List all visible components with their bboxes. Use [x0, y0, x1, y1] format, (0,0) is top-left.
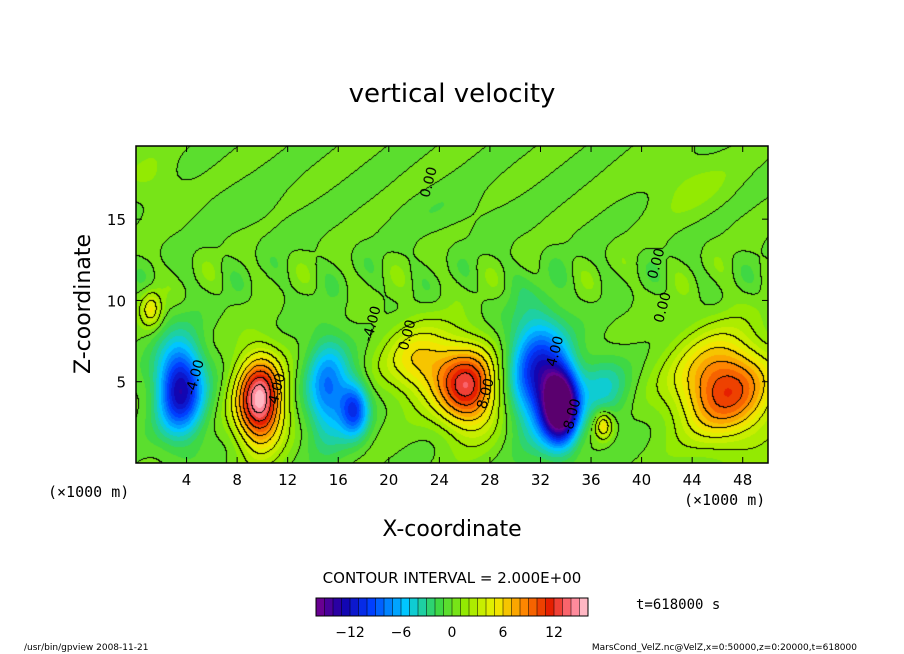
y-axis: 5 10 15	[107, 211, 768, 392]
colorbar-cell	[435, 598, 444, 616]
colorbar-cell	[562, 598, 572, 616]
heatmap-field	[136, 146, 768, 463]
contour-label: 0.00	[417, 165, 441, 199]
x-tick-label: 24	[430, 471, 449, 489]
colorbar-cell	[316, 598, 325, 616]
y-tick-label: 5	[116, 374, 126, 392]
colorbar-cell	[528, 598, 538, 616]
colorbar-cell	[477, 598, 487, 616]
contour-label: 8.00	[474, 377, 498, 411]
contour-label: 4.00	[266, 372, 290, 406]
colorbar-tick-label: −12	[335, 625, 365, 641]
colorbar-cell	[469, 598, 478, 616]
x-tick-label: 20	[379, 471, 398, 489]
x-axis-label: X-coordinate	[382, 517, 521, 542]
plot-area: 0.00-4.00 4.00-4.00 0.008.004.00-8.000.000…	[107, 145, 769, 489]
colorbar-tick-label: 0	[448, 625, 457, 641]
colorbar-cell	[486, 598, 495, 616]
colorbar-cell	[443, 598, 453, 616]
time-text: t=618000 s	[636, 597, 720, 613]
x-tick-label: 40	[632, 471, 651, 489]
plot-frame	[135, 145, 769, 464]
colorbar-cell	[520, 598, 529, 616]
colorbar-cell	[579, 598, 589, 616]
x-tick-label: 4	[182, 471, 192, 489]
colorbar-cell	[341, 598, 351, 616]
colorbar	[315, 597, 589, 617]
x-tick-label: 12	[278, 471, 297, 489]
colorbar-cell	[511, 598, 521, 616]
x-tick-label: 48	[733, 471, 752, 489]
x-unit-left: (×1000 m)	[48, 483, 129, 501]
x-tick-label: 32	[531, 471, 550, 489]
colorbar-ticks: −12 −6 0 6 12	[335, 625, 563, 641]
colorbar-cell	[426, 598, 436, 616]
colorbar-cell	[392, 598, 402, 616]
contour-label: 0.00	[651, 290, 675, 324]
colorbar-cell	[554, 598, 563, 616]
field-fo	[136, 146, 768, 463]
colorbar-cell	[452, 598, 461, 616]
x-tick-label: 44	[683, 471, 702, 489]
colorbar-cell	[460, 598, 470, 616]
contour-label: 0.00	[645, 247, 669, 281]
contour-label: 4.00	[544, 334, 568, 368]
contour-labels: 0.00-4.00 4.00-4.00 0.008.004.00-8.000.000…	[183, 165, 675, 436]
x-axis: 4 8 12 16 20 24 28 32 36 40 44 48	[182, 146, 752, 489]
colorbar-cell	[384, 598, 393, 616]
y-tick-label: 15	[107, 211, 126, 229]
x-tick-label: 8	[232, 471, 242, 489]
y-tick-label: 10	[107, 292, 126, 310]
colorbar-cell	[367, 598, 376, 616]
footer-left: /usr/bin/gpview 2008-11-21	[24, 643, 148, 653]
footer-right: MarsCond_VelZ.nc@VelZ,x=0:50000,z=0:2000…	[592, 643, 857, 653]
colorbar-tick-label: 12	[545, 625, 563, 641]
colorbar-cell	[350, 598, 359, 616]
contour-interval-text: CONTOUR INTERVAL = 2.000E+00	[323, 569, 582, 587]
colorbar-cell	[401, 598, 410, 616]
x-tick-label: 28	[480, 471, 499, 489]
colorbar-cell	[324, 598, 334, 616]
colorbar-tick-label: −6	[391, 625, 412, 641]
colorbar-cell	[537, 598, 546, 616]
colorbar-cell	[503, 598, 512, 616]
colorbar-cell	[571, 598, 580, 616]
colorbar-tick-label: 6	[499, 625, 508, 641]
x-tick-label: 36	[581, 471, 600, 489]
x-tick-label: 16	[329, 471, 348, 489]
colorbar-cell	[409, 598, 419, 616]
colorbar-cell	[418, 598, 427, 616]
colorbar-cell	[333, 598, 342, 616]
colorbar-cell	[545, 598, 555, 616]
colorbar-cell	[494, 598, 504, 616]
colorbar-cell	[375, 598, 385, 616]
chart-title: vertical velocity	[349, 79, 556, 109]
contour-label: 0.00	[396, 318, 420, 352]
colorbar-cell	[358, 598, 368, 616]
colorbar-frame	[315, 597, 589, 617]
y-axis-label: Z-coordinate	[71, 234, 96, 374]
x-unit-right: (×1000 m)	[684, 491, 765, 509]
